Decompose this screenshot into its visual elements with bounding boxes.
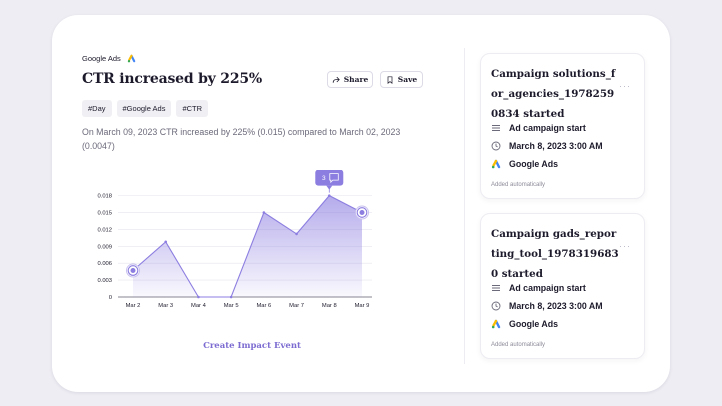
card-source: Google Ads (491, 159, 558, 169)
bookmark-icon (387, 75, 393, 84)
comment-icon (329, 173, 339, 184)
card-time-label: March 8, 2023 3:00 AM (509, 141, 603, 151)
clock-icon (491, 301, 501, 311)
x-tick-label: Mar 8 (322, 303, 337, 309)
google-ads-icon (127, 54, 136, 63)
share-label: Share (343, 75, 369, 84)
save-button[interactable]: Save (380, 71, 423, 88)
card-time: March 8, 2023 3:00 AM (491, 301, 603, 311)
google-ads-icon (491, 319, 501, 329)
x-tick-label: Mar 6 (256, 303, 271, 309)
panel-divider (464, 48, 465, 364)
data-point[interactable] (262, 211, 266, 214)
tag-ctr[interactable]: #CTR (176, 100, 209, 117)
data-point[interactable] (327, 194, 331, 197)
campaign-card[interactable]: Campaign gads_reporting_tool_19783196830… (480, 213, 645, 359)
data-point-highlighted[interactable] (126, 263, 140, 278)
list-icon (492, 125, 500, 131)
tag-day[interactable]: #Day (82, 100, 112, 117)
data-point[interactable] (295, 232, 298, 236)
data-point[interactable] (164, 240, 168, 244)
x-tick-label: Mar 2 (126, 303, 141, 309)
y-tick-label: 0.015 (97, 211, 112, 217)
card-source-label: Google Ads (509, 319, 559, 329)
tag-google-ads[interactable]: #Google Ads (116, 100, 172, 117)
source-label: Google Ads (82, 54, 121, 63)
x-tick-label: Mar 9 (355, 303, 370, 309)
x-tick-label: Mar 5 (224, 303, 239, 309)
tag-list: #Day #Google Ads #CTR (82, 100, 209, 117)
y-tick-label: 0.006 (97, 261, 112, 267)
save-label: Save (397, 75, 418, 84)
share-icon (332, 76, 340, 83)
card-source-label: Google Ads (509, 159, 559, 169)
event-source: Google Ads (82, 54, 136, 63)
y-tick-label: 0 (109, 295, 112, 301)
card-time: March 8, 2023 3:00 AM (491, 141, 603, 151)
more-icon[interactable]: ··· (619, 81, 631, 91)
google-ads-icon (491, 159, 501, 169)
comment-count: 3 (322, 175, 326, 182)
y-tick-label: 0.018 (97, 194, 112, 200)
card-time-label: March 8, 2023 3:00 AM (509, 301, 603, 311)
share-button[interactable]: Share (327, 71, 373, 88)
x-tick-label: Mar 3 (158, 303, 173, 309)
data-point[interactable] (197, 295, 200, 299)
list-icon (492, 285, 500, 291)
data-point-highlighted[interactable] (355, 205, 369, 220)
clock-icon (491, 141, 501, 151)
ctr-area (133, 195, 362, 297)
card-title: Campaign gads_reporting_tool_19783196830… (491, 228, 619, 280)
event-description: On March 09, 2023 CTR increased by 225% … (82, 127, 401, 151)
card-footer: Added automatically (491, 182, 546, 188)
create-impact-event-link[interactable]: Create Impact Event (203, 341, 301, 351)
card-footer: Added automatically (491, 342, 546, 348)
y-tick-label: 0.009 (97, 244, 112, 250)
ctr-line (132, 194, 363, 298)
ctr-chart: 0 0.003 0.006 0.009 0.012 0.015 0.018 Mar 2 Mar… (97, 170, 372, 309)
campaign-card[interactable]: Campaign solutions_for_agencies_19782590… (480, 53, 645, 199)
event-title: CTR increased by 225% (82, 71, 263, 87)
data-point[interactable] (229, 295, 233, 299)
card-type: Ad campaign start (491, 283, 586, 293)
card-title: Campaign solutions_for_agencies_19782590… (491, 68, 616, 120)
y-tick-label: 0.012 (97, 227, 112, 233)
y-tick-label: 0.003 (97, 278, 112, 284)
more-icon[interactable]: ··· (619, 241, 631, 251)
card-type-label: Ad campaign start (509, 283, 586, 293)
card-source: Google Ads (491, 319, 558, 329)
card-type: Ad campaign start (491, 123, 586, 133)
comment-marker[interactable]: 3 (315, 170, 344, 193)
x-tick-label: Mar 7 (289, 303, 304, 309)
x-tick-label: Mar 4 (191, 303, 207, 309)
card-type-label: Ad campaign start (509, 123, 586, 133)
